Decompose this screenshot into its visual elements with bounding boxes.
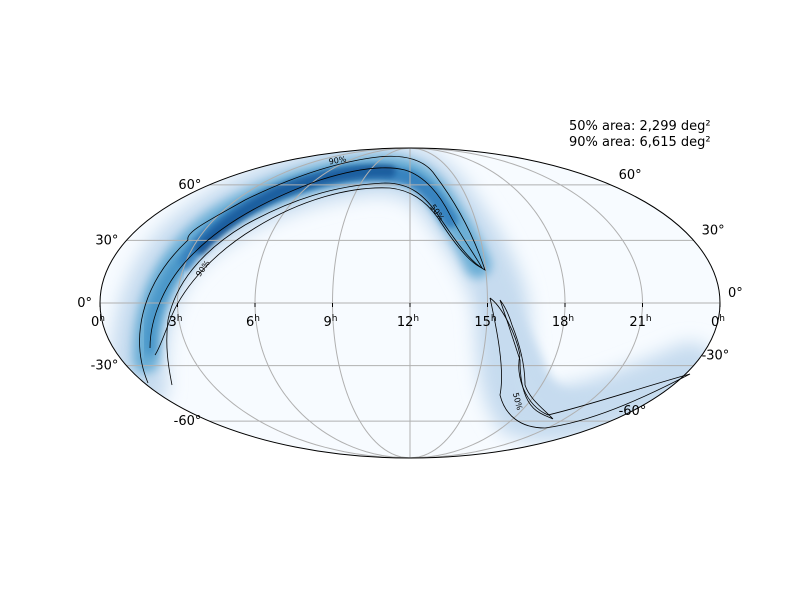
- dec-tick-label-right: 0°: [728, 286, 743, 301]
- contours: [139, 155, 691, 429]
- dec-tick-label-left: 60°: [178, 178, 201, 193]
- dec-tick-label-right: -60°: [619, 404, 647, 419]
- ra-tick-superscript: h: [413, 314, 419, 324]
- ra-tick-superscript: h: [99, 314, 105, 324]
- contour-90-north: [139, 155, 486, 386]
- contour-50-north: [149, 167, 483, 356]
- contour-50-south: [499, 299, 554, 420]
- ra-tick-superscript: h: [719, 314, 725, 324]
- density-south-band: [482, 282, 603, 419]
- dec-tick-label-left: -30°: [91, 359, 119, 374]
- ra-tick-label: 0h: [711, 314, 725, 330]
- ra-tick-superscript: h: [177, 314, 183, 324]
- density-west-lobe: [143, 259, 184, 356]
- area-50-annotation: 50% area: 2,299 deg²: [569, 119, 711, 134]
- contour-label-90-top: 90%: [328, 154, 347, 166]
- ra-tick-label: 0h: [91, 314, 105, 330]
- ra-tick-superscript: h: [646, 314, 652, 324]
- ra-tick-superscript: h: [332, 314, 338, 324]
- dec-axis: 60° 60° 30° 30° 0° 0° -30° -30° -60° -60°: [77, 168, 743, 429]
- ra-tick-superscript: h: [491, 314, 497, 324]
- area-90-annotation: 90% area: 6,615 deg²: [569, 135, 711, 150]
- dec-tick-label-left: -60°: [174, 414, 202, 429]
- dec-tick-label-right: 30°: [702, 223, 725, 238]
- ra-tick-superscript: h: [254, 314, 260, 324]
- dec-tick-label-left: 30°: [95, 233, 118, 248]
- dec-tick-label-right: -30°: [702, 349, 730, 364]
- ra-tick-superscript: h: [568, 314, 574, 324]
- dec-tick-label-right: 60°: [619, 168, 642, 183]
- dec-tick-label-left: 0°: [77, 296, 92, 311]
